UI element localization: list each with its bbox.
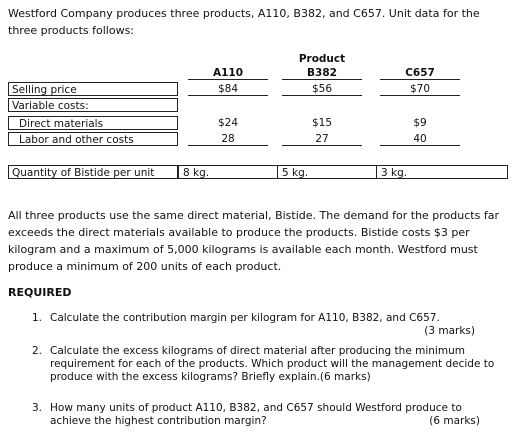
cell: $15 [311, 117, 333, 129]
row-label: Variable costs: [8, 98, 178, 112]
cell: 27 [282, 132, 362, 146]
cell: 40 [380, 132, 460, 146]
cell: $84 [188, 82, 268, 96]
cell: 28 [188, 132, 268, 146]
intro: Westford Company produces three products… [8, 7, 480, 37]
item-text: Calculate the excess kilograms of direct… [50, 345, 505, 384]
item-text-body: Calculate the excess kilograms of direct… [50, 345, 495, 383]
item-text: How many units of product A110, B382, an… [50, 402, 462, 427]
group-header: Product [298, 53, 346, 65]
data-table: Product A110 B382 C657 Selling price $84… [0, 48, 513, 188]
cell: $70 [380, 82, 460, 96]
paragraph: All three products use the same direct m… [8, 209, 499, 273]
item-marks: (3 marks) [424, 325, 475, 337]
column-header: C657 [380, 66, 460, 80]
item-number: 3. [32, 402, 43, 414]
item-marks: (6 marks) [319, 371, 371, 383]
row-label: Quantity of Bistide per unit [8, 165, 178, 179]
column-header: A110 [188, 66, 268, 80]
cell: $56 [282, 82, 362, 96]
item-number: 1. [32, 312, 43, 324]
item-marks: (6 marks) [429, 415, 480, 427]
required-heading: REQUIRED [8, 286, 72, 299]
cell: $9 [413, 117, 427, 129]
row-label: Direct materials [8, 116, 178, 130]
cell: 3 kg. [376, 165, 508, 179]
cell: $24 [217, 117, 239, 129]
item-text: Calculate the contribution margin per ki… [50, 312, 440, 324]
cell: 8 kg. [178, 165, 278, 179]
item-number: 2. [32, 345, 43, 357]
row-label: Labor and other costs [8, 132, 178, 146]
row-label: Selling price [8, 82, 178, 96]
cell: 5 kg. [277, 165, 377, 179]
column-header: B382 [282, 66, 362, 80]
